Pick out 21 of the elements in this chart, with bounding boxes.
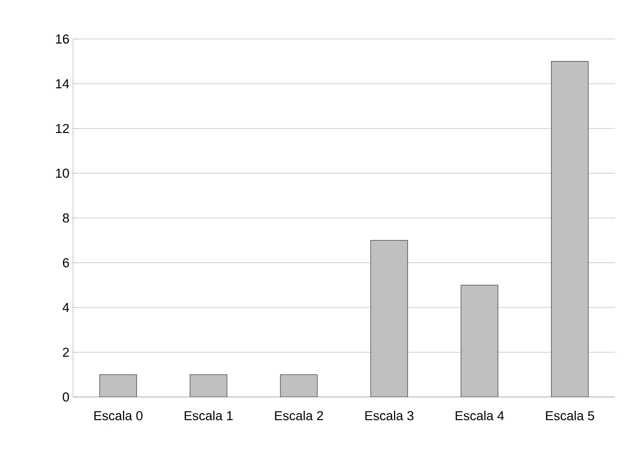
y-tick-label: 4 [62,303,70,312]
bar [551,61,589,397]
y-tick-label: 0 [62,392,69,402]
y-tick-label: 16 [56,34,69,44]
y-tick-label: 2 [62,348,69,357]
bar [99,374,137,397]
x-tick-label: Escala 3 [365,410,414,420]
y-tick-label: 14 [56,79,70,88]
x-tick-label: Escala 4 [456,410,504,420]
y-tick-label: 10 [56,168,69,178]
x-tick-label: Escala 1 [184,410,233,420]
bar [280,374,318,397]
y-tick-label: 8 [62,213,69,223]
x-tick-label: Escala 2 [275,410,323,420]
bar [370,240,408,397]
bar [460,284,498,397]
y-tick-label: 6 [62,258,69,268]
x-tick-label: Escala 5 [546,410,594,420]
y-tick-label: 12 [56,124,69,134]
bar [190,374,228,397]
x-tick-label: Escala 0 [94,410,142,420]
